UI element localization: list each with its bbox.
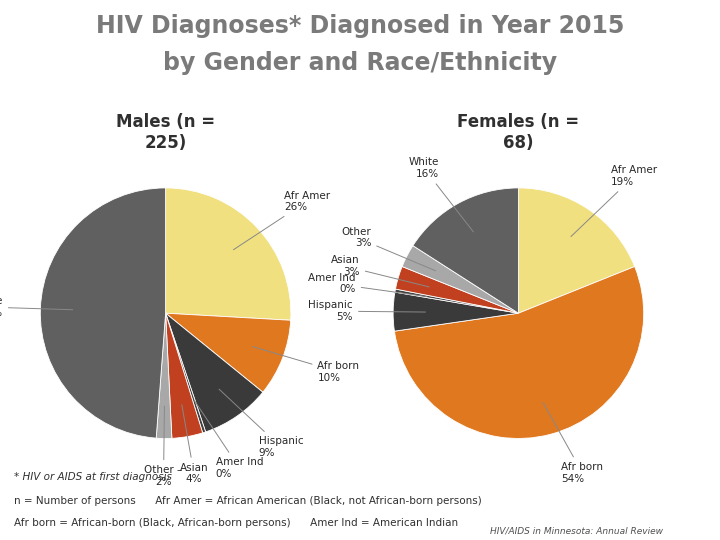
Wedge shape — [166, 188, 291, 320]
Text: HIV Diagnoses* Diagnosed in Year 2015: HIV Diagnoses* Diagnosed in Year 2015 — [96, 14, 624, 37]
Wedge shape — [156, 313, 172, 438]
Wedge shape — [166, 313, 291, 392]
Text: by Gender and Race/Ethnicity: by Gender and Race/Ethnicity — [163, 51, 557, 75]
Text: Afr Amer
19%: Afr Amer 19% — [571, 165, 657, 237]
Wedge shape — [395, 267, 644, 438]
Title: Males (n =
225): Males (n = 225) — [116, 113, 215, 152]
Text: Hispanic
9%: Hispanic 9% — [219, 389, 303, 458]
Text: Afr born
10%: Afr born 10% — [253, 347, 359, 383]
Text: Other
3%: Other 3% — [341, 227, 436, 271]
Text: White
49%: White 49% — [0, 296, 73, 318]
Text: n = Number of persons      Afr Amer = African American (Black, not African-born : n = Number of persons Afr Amer = African… — [14, 496, 482, 506]
Text: Afr Amer
26%: Afr Amer 26% — [233, 191, 330, 249]
Text: Asian
3%: Asian 3% — [331, 255, 429, 287]
Wedge shape — [166, 313, 206, 433]
Wedge shape — [40, 188, 166, 438]
Wedge shape — [518, 188, 634, 313]
Text: * HIV or AIDS at first diagnosis: * HIV or AIDS at first diagnosis — [14, 472, 172, 483]
Text: Amer Ind
0%: Amer Ind 0% — [308, 273, 427, 296]
Wedge shape — [393, 292, 518, 331]
Wedge shape — [166, 313, 263, 432]
Wedge shape — [395, 289, 518, 313]
Wedge shape — [166, 313, 202, 438]
Wedge shape — [413, 188, 518, 313]
Text: Afr born = African-born (Black, African-born persons)      Amer Ind = American I: Afr born = African-born (Black, African-… — [14, 518, 459, 529]
Text: Hispanic
5%: Hispanic 5% — [308, 300, 426, 322]
Text: White
16%: White 16% — [409, 157, 473, 232]
Text: Asian
4%: Asian 4% — [180, 405, 208, 484]
Text: HIV/AIDS in Minnesota: Annual Review: HIV/AIDS in Minnesota: Annual Review — [490, 526, 662, 536]
Wedge shape — [395, 267, 518, 313]
Text: Afr born
54%: Afr born 54% — [543, 403, 603, 484]
Text: Amer Ind
0%: Amer Ind 0% — [195, 401, 264, 479]
Text: Other –
2%: Other – 2% — [145, 406, 183, 487]
Wedge shape — [402, 246, 518, 313]
Title: Females (n =
68): Females (n = 68) — [457, 113, 580, 152]
